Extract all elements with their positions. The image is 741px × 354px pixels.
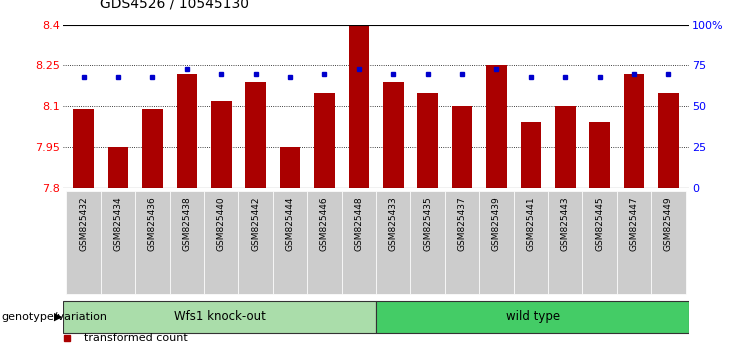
FancyBboxPatch shape xyxy=(479,191,514,294)
FancyBboxPatch shape xyxy=(582,191,617,294)
FancyBboxPatch shape xyxy=(411,191,445,294)
Text: GSM825448: GSM825448 xyxy=(354,196,363,251)
FancyBboxPatch shape xyxy=(514,191,548,294)
Text: GSM825444: GSM825444 xyxy=(285,196,295,251)
FancyBboxPatch shape xyxy=(273,191,308,294)
Bar xyxy=(245,82,266,188)
FancyBboxPatch shape xyxy=(617,191,651,294)
FancyBboxPatch shape xyxy=(308,191,342,294)
Bar xyxy=(486,65,507,188)
FancyBboxPatch shape xyxy=(63,301,376,333)
Text: GSM825449: GSM825449 xyxy=(664,196,673,251)
FancyBboxPatch shape xyxy=(445,191,479,294)
FancyBboxPatch shape xyxy=(204,191,239,294)
FancyBboxPatch shape xyxy=(376,301,689,333)
Text: GSM825439: GSM825439 xyxy=(492,196,501,251)
Bar xyxy=(107,147,128,188)
Bar xyxy=(279,147,300,188)
Bar xyxy=(452,106,472,188)
Bar xyxy=(658,93,679,188)
Bar xyxy=(348,25,369,188)
Bar xyxy=(555,106,576,188)
Bar xyxy=(73,109,94,188)
Text: GSM825446: GSM825446 xyxy=(320,196,329,251)
Bar xyxy=(624,74,645,188)
FancyBboxPatch shape xyxy=(376,191,411,294)
FancyBboxPatch shape xyxy=(135,191,170,294)
FancyBboxPatch shape xyxy=(342,191,376,294)
Text: GSM825432: GSM825432 xyxy=(79,196,88,251)
Bar xyxy=(417,93,438,188)
FancyBboxPatch shape xyxy=(101,191,135,294)
Text: GSM825443: GSM825443 xyxy=(561,196,570,251)
Text: GSM825445: GSM825445 xyxy=(595,196,604,251)
Text: Wfs1 knock-out: Wfs1 knock-out xyxy=(173,310,265,323)
Bar xyxy=(520,122,541,188)
Text: wild type: wild type xyxy=(505,310,559,323)
FancyBboxPatch shape xyxy=(651,191,685,294)
Text: GSM825447: GSM825447 xyxy=(630,196,639,251)
Text: GDS4526 / 10545130: GDS4526 / 10545130 xyxy=(100,0,249,11)
Text: GSM825434: GSM825434 xyxy=(113,196,122,251)
Text: transformed count: transformed count xyxy=(84,333,187,343)
FancyBboxPatch shape xyxy=(170,191,204,294)
Text: genotype/variation: genotype/variation xyxy=(1,312,107,322)
Text: GSM825441: GSM825441 xyxy=(526,196,536,251)
Bar xyxy=(176,74,197,188)
Bar xyxy=(142,109,163,188)
Text: ▶: ▶ xyxy=(54,312,62,322)
Text: GSM825437: GSM825437 xyxy=(457,196,467,251)
Text: GSM825440: GSM825440 xyxy=(216,196,226,251)
Text: GSM825442: GSM825442 xyxy=(251,196,260,251)
Text: GSM825433: GSM825433 xyxy=(389,196,398,251)
Text: GSM825435: GSM825435 xyxy=(423,196,432,251)
FancyBboxPatch shape xyxy=(239,191,273,294)
Bar xyxy=(314,93,335,188)
FancyBboxPatch shape xyxy=(548,191,582,294)
Bar xyxy=(589,122,610,188)
Bar xyxy=(211,101,231,188)
Text: GSM825436: GSM825436 xyxy=(148,196,157,251)
FancyBboxPatch shape xyxy=(67,191,101,294)
Text: GSM825438: GSM825438 xyxy=(182,196,191,251)
Bar xyxy=(383,82,404,188)
